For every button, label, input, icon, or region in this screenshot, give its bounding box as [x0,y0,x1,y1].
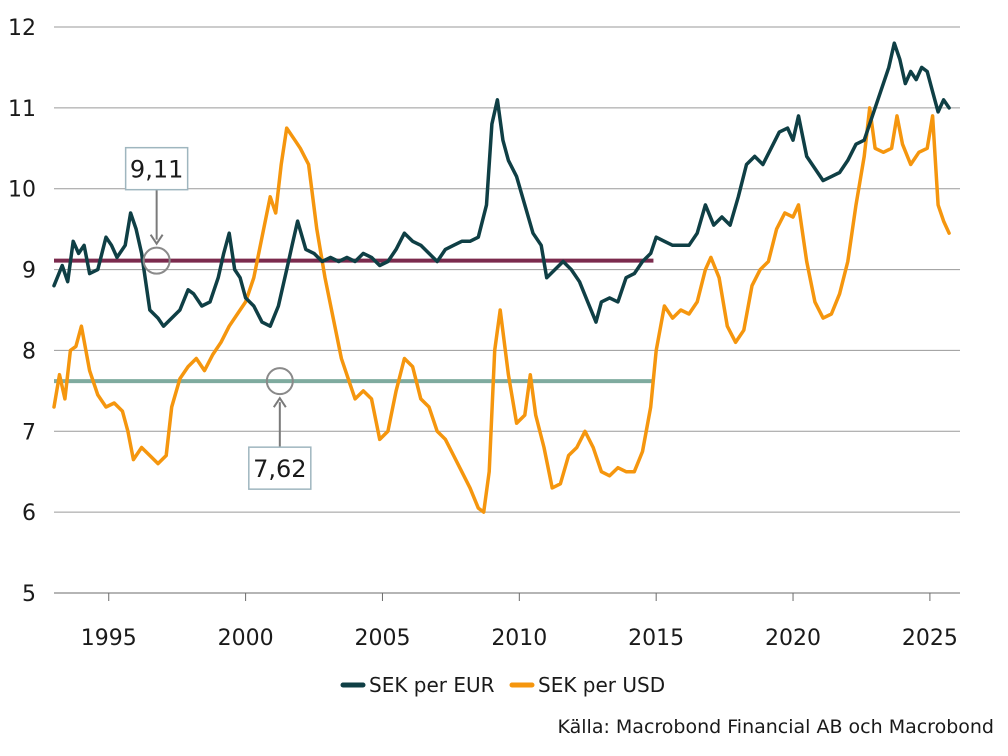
x-tick-label: 2000 [218,626,274,651]
y-tick-label: 5 [22,582,36,607]
y-tick-label: 6 [22,501,36,526]
x-tick-label: 2020 [765,626,821,651]
series-line-eur [52,41,951,328]
annotations: 9,11 7,62 [124,146,312,490]
y-tick-label: 7 [22,420,36,445]
x-tick-label: 2025 [902,626,958,651]
y-axis: 5 6 7 8 9 10 11 12 [8,16,36,607]
x-tick-label: 1995 [81,626,137,651]
series-line-usd [52,106,951,514]
arrowhead-icon [272,396,287,408]
annotation-circle [142,246,171,275]
annotation-label: 7,62 [253,455,306,483]
arrowhead-icon [149,234,164,246]
legend: SEK per EUR SEK per USD [340,673,665,697]
grid-lines [54,26,960,594]
annotation-circle [265,367,294,396]
y-tick-label: 9 [22,259,36,284]
legend-label: SEK per EUR [369,673,495,697]
source-note: Källa: Macrobond Financial AB och Macrob… [558,716,995,738]
x-axis: 1995 2000 2005 2010 2015 2020 2025 [81,593,958,651]
x-tick-label: 2005 [354,626,410,651]
annotation-label: 9,11 [130,156,183,184]
y-tick-label: 10 [8,178,36,203]
series-lines [52,41,951,514]
y-tick-label: 8 [22,339,36,364]
y-tick-label: 11 [8,97,36,122]
legend-label: SEK per USD [538,673,665,697]
annotation-box [124,146,189,191]
annotation-box [248,446,312,490]
x-tick-label: 2010 [491,626,547,651]
y-tick-label: 12 [8,16,36,41]
x-tick-label: 2015 [628,626,684,651]
